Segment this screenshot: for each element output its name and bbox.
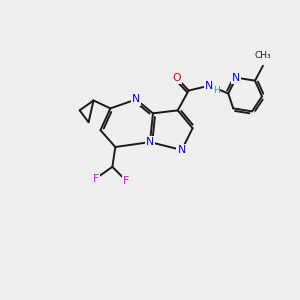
Text: N: N bbox=[146, 137, 154, 147]
Text: O: O bbox=[172, 73, 181, 83]
Text: N: N bbox=[205, 81, 214, 91]
Text: CH₃: CH₃ bbox=[255, 51, 271, 60]
Text: F: F bbox=[92, 174, 99, 184]
Text: F: F bbox=[123, 176, 129, 186]
Text: N: N bbox=[132, 94, 140, 104]
Text: N: N bbox=[178, 145, 186, 155]
Text: N: N bbox=[232, 73, 240, 83]
Text: H: H bbox=[213, 86, 220, 95]
